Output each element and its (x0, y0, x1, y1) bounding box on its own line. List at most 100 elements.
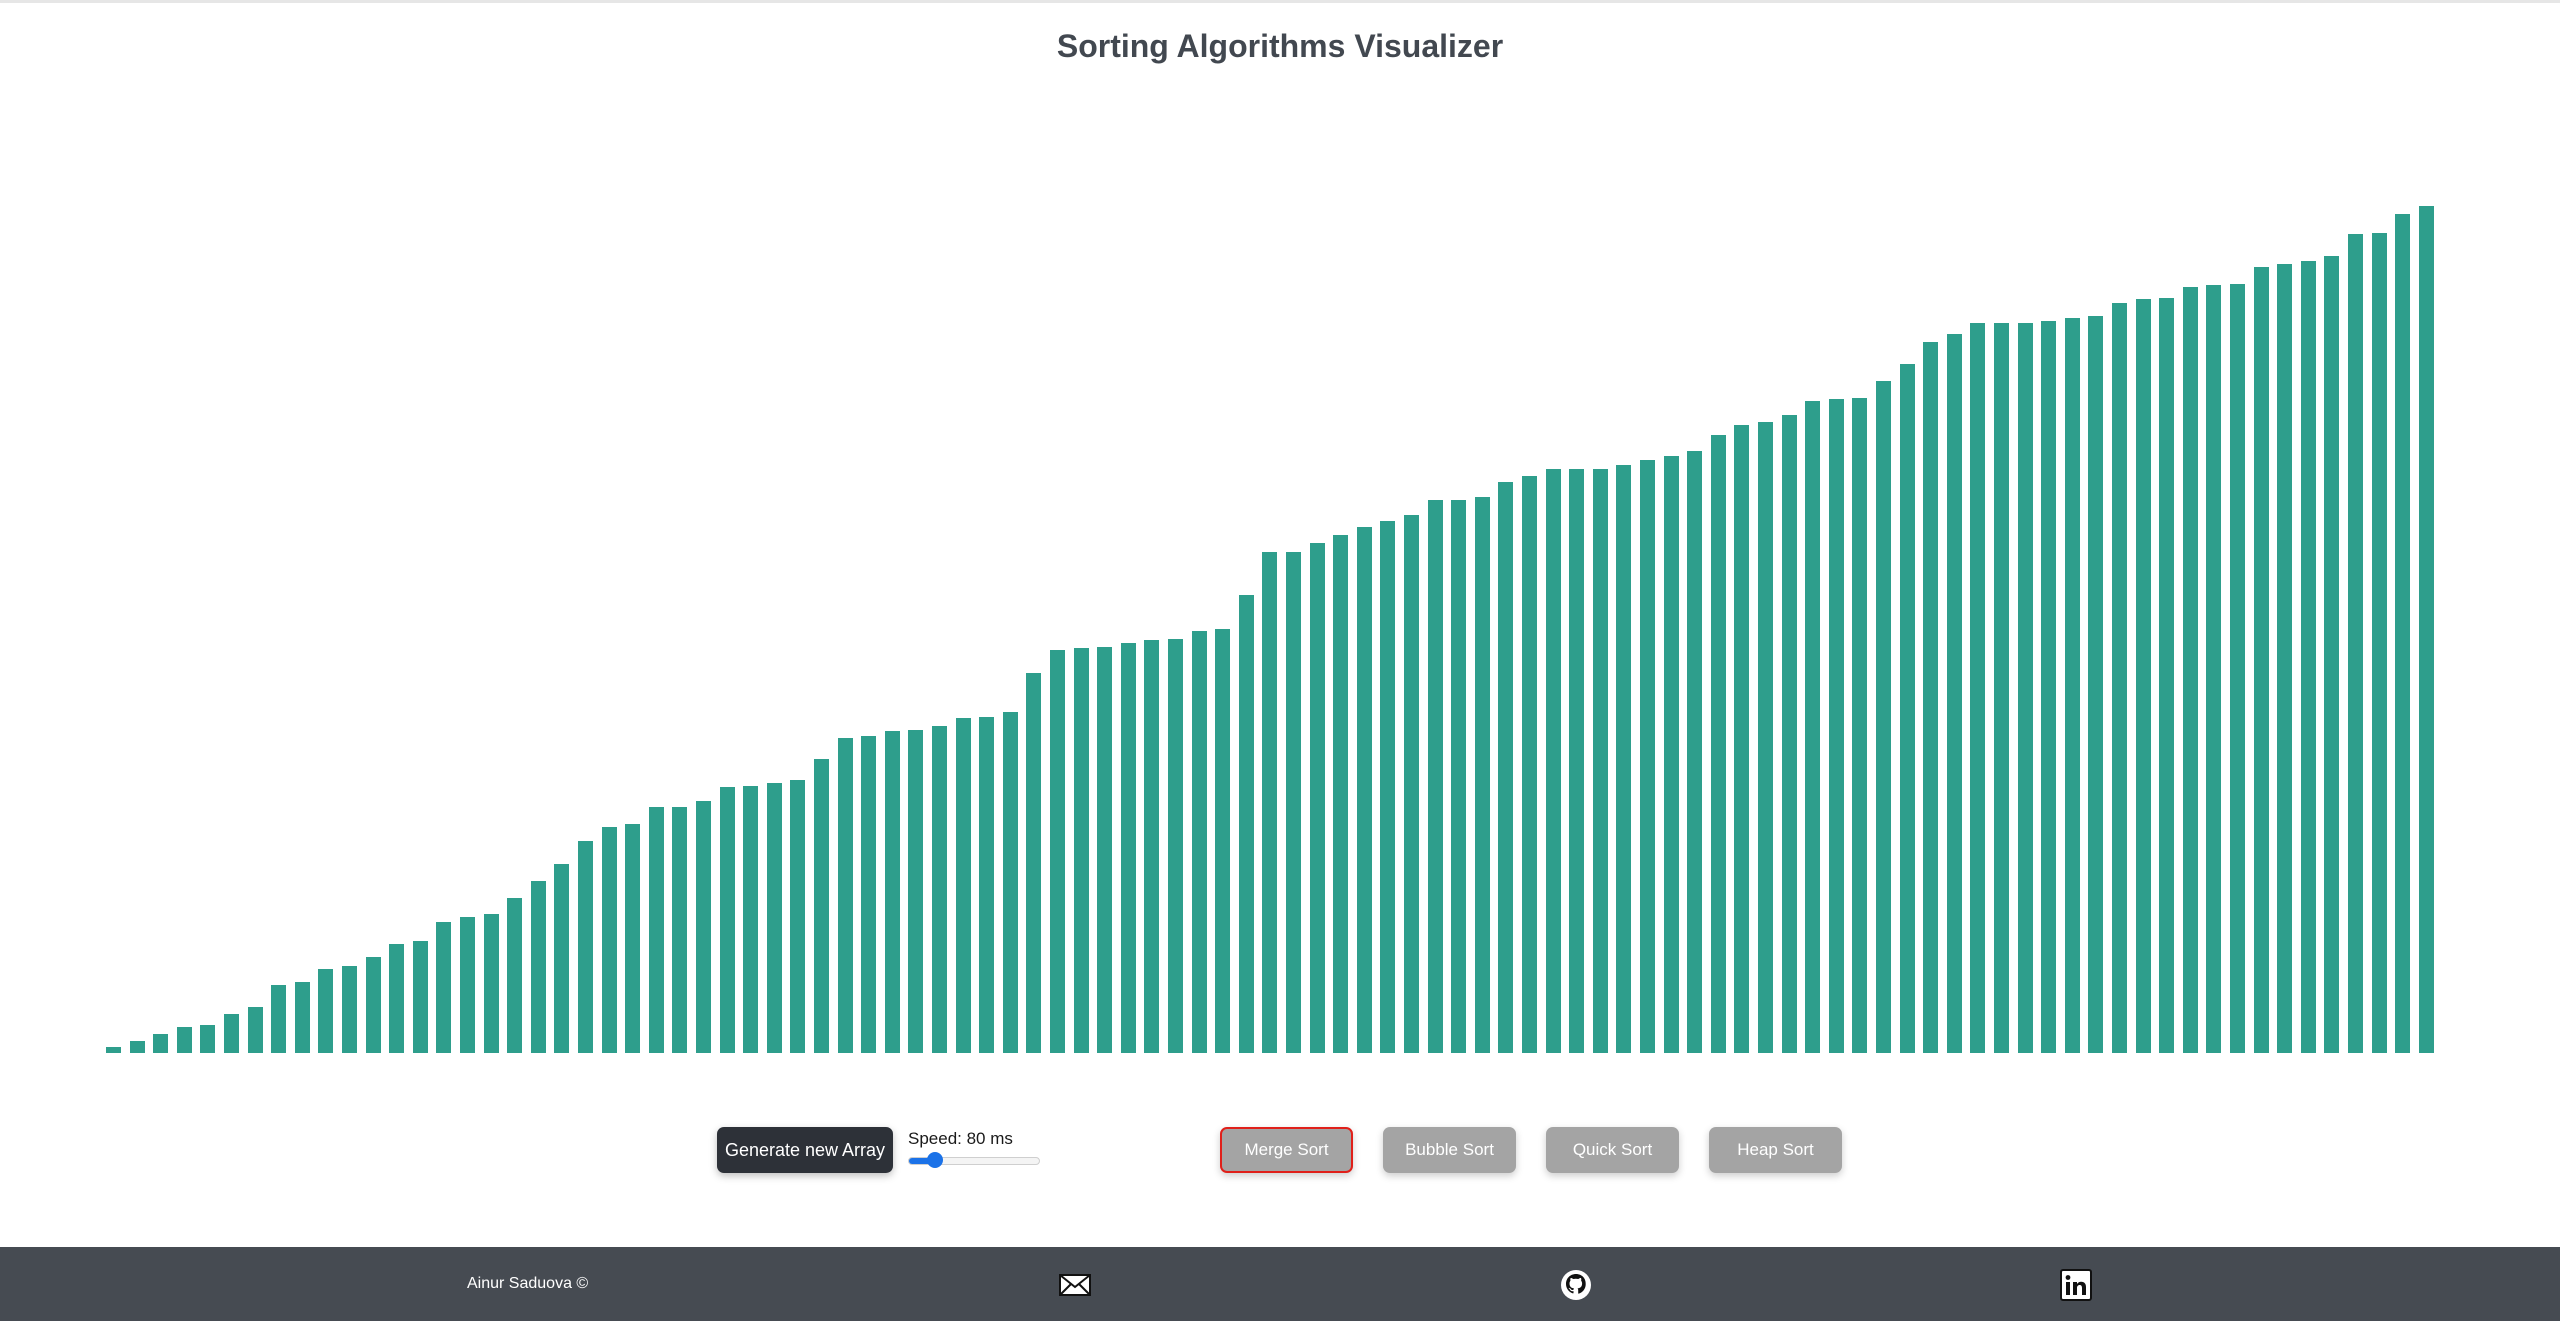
array-bar (1592, 468, 1608, 1053)
controls-bar: Generate new Array Speed: 80 ms Merge So… (0, 1127, 2560, 1175)
quick-sort-button[interactable]: Quick Sort (1546, 1127, 1679, 1173)
mail-icon[interactable] (1059, 1269, 1091, 1301)
array-bar (2135, 299, 2151, 1053)
array-bar (2112, 302, 2127, 1053)
array-bar (460, 917, 475, 1053)
array-bar (2159, 297, 2175, 1053)
array-bar (129, 1041, 145, 1053)
array-bar (1852, 397, 1868, 1053)
array-bar (1994, 322, 2009, 1053)
array-bar (1120, 643, 1136, 1053)
array-bar (1215, 628, 1231, 1053)
array-bar (294, 982, 310, 1053)
github-icon[interactable] (1560, 1269, 1592, 1301)
array-bar (1427, 500, 1443, 1053)
array-bar (1380, 520, 1396, 1053)
array-bar (790, 779, 806, 1053)
array-bar (766, 783, 782, 1053)
array-bar (1050, 650, 1065, 1053)
array-bar (1781, 415, 1797, 1053)
array-bar (1758, 421, 1773, 1053)
array-bar (271, 985, 287, 1053)
array-bar (1073, 648, 1089, 1053)
array-bar (1238, 594, 1254, 1053)
array-bar (648, 807, 664, 1053)
array-bar (1923, 342, 1939, 1053)
array-bar (2348, 234, 2363, 1053)
array-bar (1640, 460, 1655, 1053)
array-bars (106, 160, 2452, 1053)
array-bar (2017, 322, 2033, 1053)
array-bar (2277, 263, 2293, 1053)
array-bar (2253, 267, 2269, 1053)
array-bar (106, 1046, 121, 1053)
array-bar (1946, 334, 1962, 1053)
array-bar (743, 786, 759, 1053)
array-bar (2300, 260, 2316, 1053)
generate-array-button[interactable]: Generate new Array (717, 1127, 893, 1173)
array-bar (1805, 401, 1821, 1053)
array-bar (365, 956, 381, 1053)
array-bar (814, 759, 829, 1053)
array-bar (483, 913, 499, 1053)
speed-slider-thumb[interactable] (927, 1152, 943, 1168)
array-bar (200, 1025, 216, 1053)
array-bar (1616, 465, 1632, 1053)
array-bar (2371, 233, 2387, 1053)
array-bar (247, 1006, 263, 1053)
array-bar (2064, 318, 2080, 1053)
array-bar (1262, 552, 1278, 1053)
top-border (0, 0, 2560, 3)
page-title: Sorting Algorithms Visualizer (1056, 28, 1504, 64)
array-bar (1404, 514, 1419, 1053)
array-bar (1899, 363, 1915, 1053)
array-bar (1168, 638, 1183, 1053)
array-bar (625, 824, 641, 1053)
array-bar (696, 801, 711, 1053)
array-bar (1498, 482, 1514, 1053)
array-bar (1474, 496, 1490, 1053)
array-bar (1097, 646, 1113, 1053)
array-bar (2041, 320, 2057, 1053)
array-bar (837, 737, 853, 1053)
array-bar (884, 730, 900, 1053)
array-bar (2088, 316, 2104, 1053)
array-bar (554, 863, 570, 1053)
array-bar (719, 786, 735, 1053)
array-bar (1191, 630, 1207, 1053)
array-bar (1569, 468, 1585, 1053)
linkedin-icon[interactable] (2060, 1269, 2092, 1301)
array-bar (1356, 527, 1372, 1053)
author-credit: Ainur Saduova © (467, 1275, 589, 1292)
array-bar (1451, 500, 1467, 1053)
array-bar (672, 806, 688, 1053)
array-bar (1286, 552, 1301, 1053)
array-bar (1828, 399, 1844, 1053)
array-bar (318, 969, 334, 1053)
array-bar (2324, 255, 2340, 1053)
array-bar (1687, 451, 1703, 1053)
speed-label: Speed: 80 ms (908, 1129, 1013, 1148)
array-bar (153, 1034, 169, 1053)
array-bar (530, 880, 546, 1053)
array-bar (1309, 543, 1325, 1053)
array-bar (1970, 323, 1986, 1053)
array-bar (2206, 285, 2222, 1053)
array-bar (2182, 286, 2198, 1053)
merge-sort-button[interactable]: Merge Sort (1220, 1127, 1353, 1173)
array-bar (1734, 425, 1750, 1053)
array-bar (2395, 213, 2411, 1053)
heap-sort-button[interactable]: Heap Sort (1709, 1127, 1842, 1173)
array-bar (955, 718, 971, 1053)
footer: Ainur Saduova © (0, 1247, 2560, 1321)
array-bar (1545, 468, 1561, 1053)
array-bar (2418, 206, 2434, 1053)
array-bar (1333, 535, 1349, 1053)
array-bar (578, 841, 593, 1053)
array-bar (1002, 711, 1018, 1053)
array-bar (412, 941, 428, 1053)
bubble-sort-button[interactable]: Bubble Sort (1383, 1127, 1516, 1173)
speed-slider[interactable] (908, 1152, 1040, 1168)
array-bar (1144, 639, 1160, 1053)
array-bar (979, 717, 995, 1053)
